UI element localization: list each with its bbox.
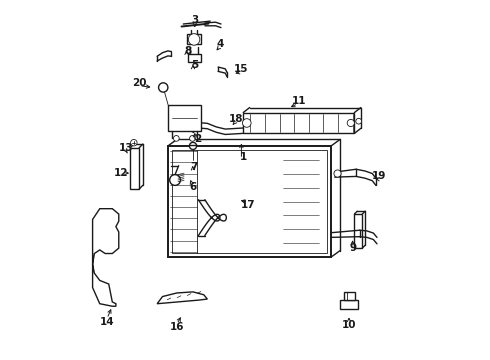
Text: 18: 18: [229, 114, 243, 124]
Text: 14: 14: [99, 317, 114, 327]
Bar: [172, 150, 327, 253]
Text: 10: 10: [342, 320, 356, 330]
Text: 4: 4: [216, 39, 223, 49]
Bar: [168, 146, 331, 257]
Text: 16: 16: [170, 322, 184, 332]
Circle shape: [190, 142, 196, 149]
Text: 9: 9: [349, 243, 356, 253]
Text: 12: 12: [114, 168, 128, 178]
Text: 5: 5: [191, 60, 198, 70]
Circle shape: [170, 175, 180, 185]
Circle shape: [356, 118, 362, 124]
Circle shape: [188, 34, 200, 45]
Text: 19: 19: [372, 171, 387, 181]
Circle shape: [173, 135, 179, 141]
Text: 8: 8: [184, 46, 191, 56]
Bar: [243, 113, 354, 134]
Text: 11: 11: [292, 96, 306, 106]
Text: 3: 3: [191, 15, 198, 26]
Text: 6: 6: [189, 182, 196, 192]
Text: 7: 7: [191, 162, 198, 172]
Bar: [188, 54, 200, 62]
Circle shape: [347, 120, 354, 127]
Text: 20: 20: [132, 78, 147, 88]
Text: 15: 15: [234, 64, 248, 74]
Bar: [130, 148, 139, 189]
Circle shape: [131, 139, 137, 146]
Circle shape: [334, 170, 341, 177]
Bar: [354, 214, 362, 248]
Text: 1: 1: [240, 152, 247, 162]
Text: 17: 17: [241, 200, 256, 210]
Polygon shape: [93, 209, 119, 306]
Circle shape: [243, 119, 251, 127]
Text: 2: 2: [194, 134, 201, 144]
Circle shape: [190, 135, 196, 141]
Bar: [187, 35, 201, 44]
Text: 13: 13: [119, 143, 133, 153]
Bar: [343, 292, 355, 300]
Bar: [341, 300, 358, 309]
Circle shape: [159, 83, 168, 92]
Bar: [168, 105, 200, 131]
Polygon shape: [157, 292, 207, 304]
